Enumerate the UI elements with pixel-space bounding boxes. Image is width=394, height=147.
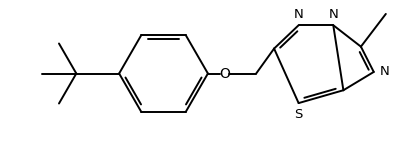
Text: N: N	[328, 7, 338, 21]
Text: N: N	[379, 65, 389, 78]
Text: N: N	[294, 7, 303, 21]
Text: S: S	[294, 108, 303, 121]
Text: O: O	[219, 66, 230, 81]
